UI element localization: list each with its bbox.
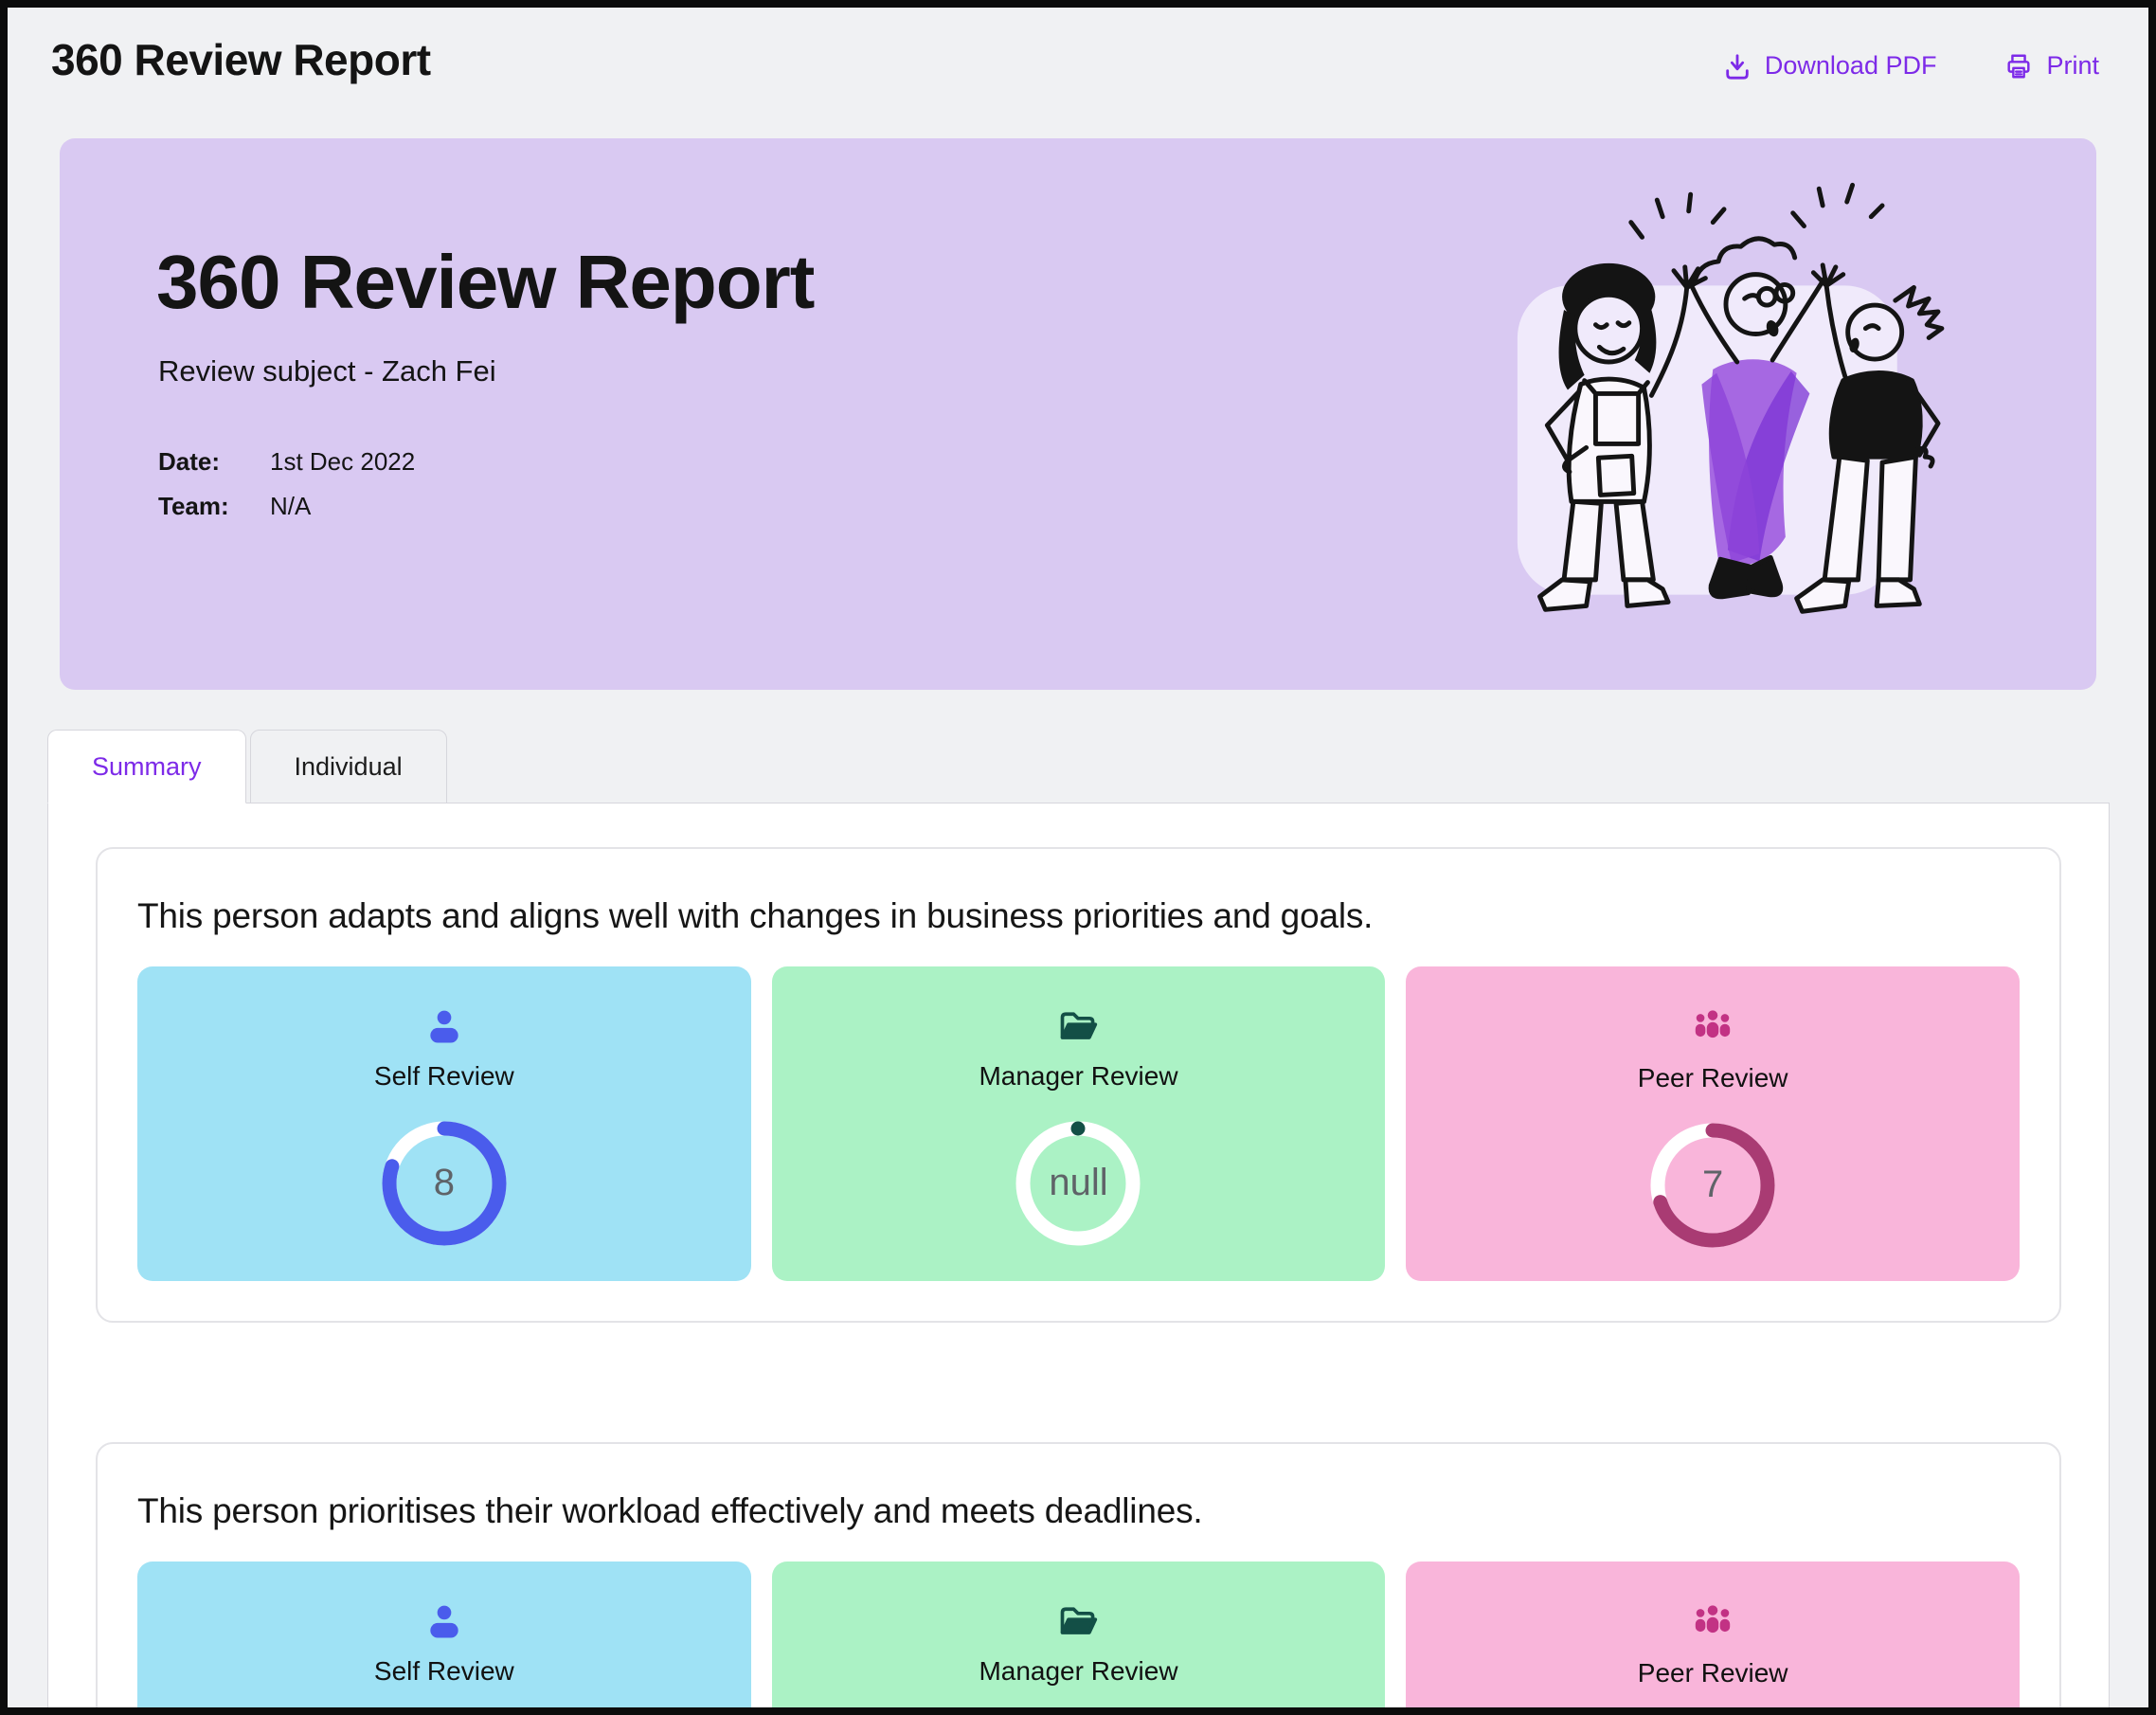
score-value: 8 (433, 1162, 455, 1203)
people-icon (1695, 1604, 1731, 1633)
score-ring (373, 1707, 515, 1708)
team-value: N/A (270, 492, 312, 520)
score-ring (1642, 1709, 1784, 1715)
question-card: This person prioritises their workload e… (96, 1441, 2061, 1715)
hero-banner: 360 Review Report Review subject - Zach … (60, 138, 2096, 690)
date-row: Date: 1st Dec 2022 (158, 447, 814, 477)
score-ring: 8 (373, 1112, 515, 1255)
review-type-label: Peer Review (1637, 1657, 1788, 1688)
self-review-box: Self Review 8 (137, 966, 751, 1281)
review-type-label: Self Review (373, 1060, 514, 1091)
score-value: null (1049, 1162, 1108, 1203)
download-pdf-button[interactable]: Download PDF (1723, 51, 1937, 81)
review-grid: Self Review 8 Manager Review (137, 966, 2020, 1281)
hero-meta: Date: 1st Dec 2022 Team: N/A (158, 447, 814, 521)
hero-subtitle: Review subject - Zach Fei (158, 354, 496, 388)
score-ring: null (1007, 1112, 1149, 1255)
people-icon (1695, 1009, 1731, 1038)
manager-review-box: Manager Review (771, 1561, 1386, 1708)
folder-icon (1061, 1606, 1098, 1634)
review-type-label: Manager Review (979, 1060, 1178, 1091)
score-value: 7 (1702, 1164, 1724, 1205)
tab-content-panel: This person adapts and aligns well with … (47, 802, 2110, 1715)
review-type-label: Self Review (373, 1655, 514, 1686)
question-text: This person prioritises their workload e… (137, 1490, 1203, 1530)
score-ring (1007, 1707, 1149, 1708)
date-label: Date: (158, 447, 221, 476)
team-label: Team: (158, 492, 229, 520)
print-icon (2007, 54, 2030, 78)
person-icon (430, 1010, 458, 1042)
question-card: This person adapts and aligns well with … (96, 846, 2061, 1323)
ring-zero-dot (1070, 1121, 1086, 1135)
top-bar: 360 Review Report Download PDF Print (8, 8, 2148, 85)
tab-summary[interactable]: Summary (47, 730, 246, 803)
date-value: 1st Dec 2022 (270, 447, 416, 476)
review-type-label: Manager Review (979, 1655, 1178, 1686)
review-grid: Self Review Manager Review (137, 1561, 2020, 1715)
score-value (1007, 1707, 1149, 1708)
toolbar-actions: Download PDF Print (1723, 51, 2099, 81)
score-value (373, 1707, 515, 1708)
page-title: 360 Review Report (51, 35, 431, 84)
manager-review-box: Manager Review null (771, 966, 1386, 1281)
score-value (1642, 1709, 1784, 1715)
hero-text: 360 Review Report Review subject - Zach … (156, 239, 815, 521)
peer-review-box: Peer Review (1406, 1561, 2020, 1715)
review-type-label: Peer Review (1637, 1062, 1788, 1092)
download-pdf-label: Download PDF (1764, 51, 1937, 80)
person-icon (430, 1605, 458, 1637)
print-label: Print (2046, 51, 2099, 80)
tab-individual[interactable]: Individual (249, 730, 447, 803)
tab-bar: Summary Individual (47, 730, 2148, 803)
score-ring: 7 (1642, 1114, 1784, 1256)
print-button[interactable]: Print (2004, 51, 2099, 81)
hero-title: 360 Review Report (156, 240, 815, 324)
download-icon (1726, 53, 1749, 80)
team-row: Team: N/A (158, 492, 814, 521)
peer-review-box: Peer Review 7 (1406, 966, 2020, 1281)
question-text: This person adapts and aligns well with … (137, 895, 1374, 935)
hero-illustration (1517, 182, 1945, 614)
folder-icon (1061, 1011, 1098, 1039)
self-review-box: Self Review (137, 1561, 751, 1708)
